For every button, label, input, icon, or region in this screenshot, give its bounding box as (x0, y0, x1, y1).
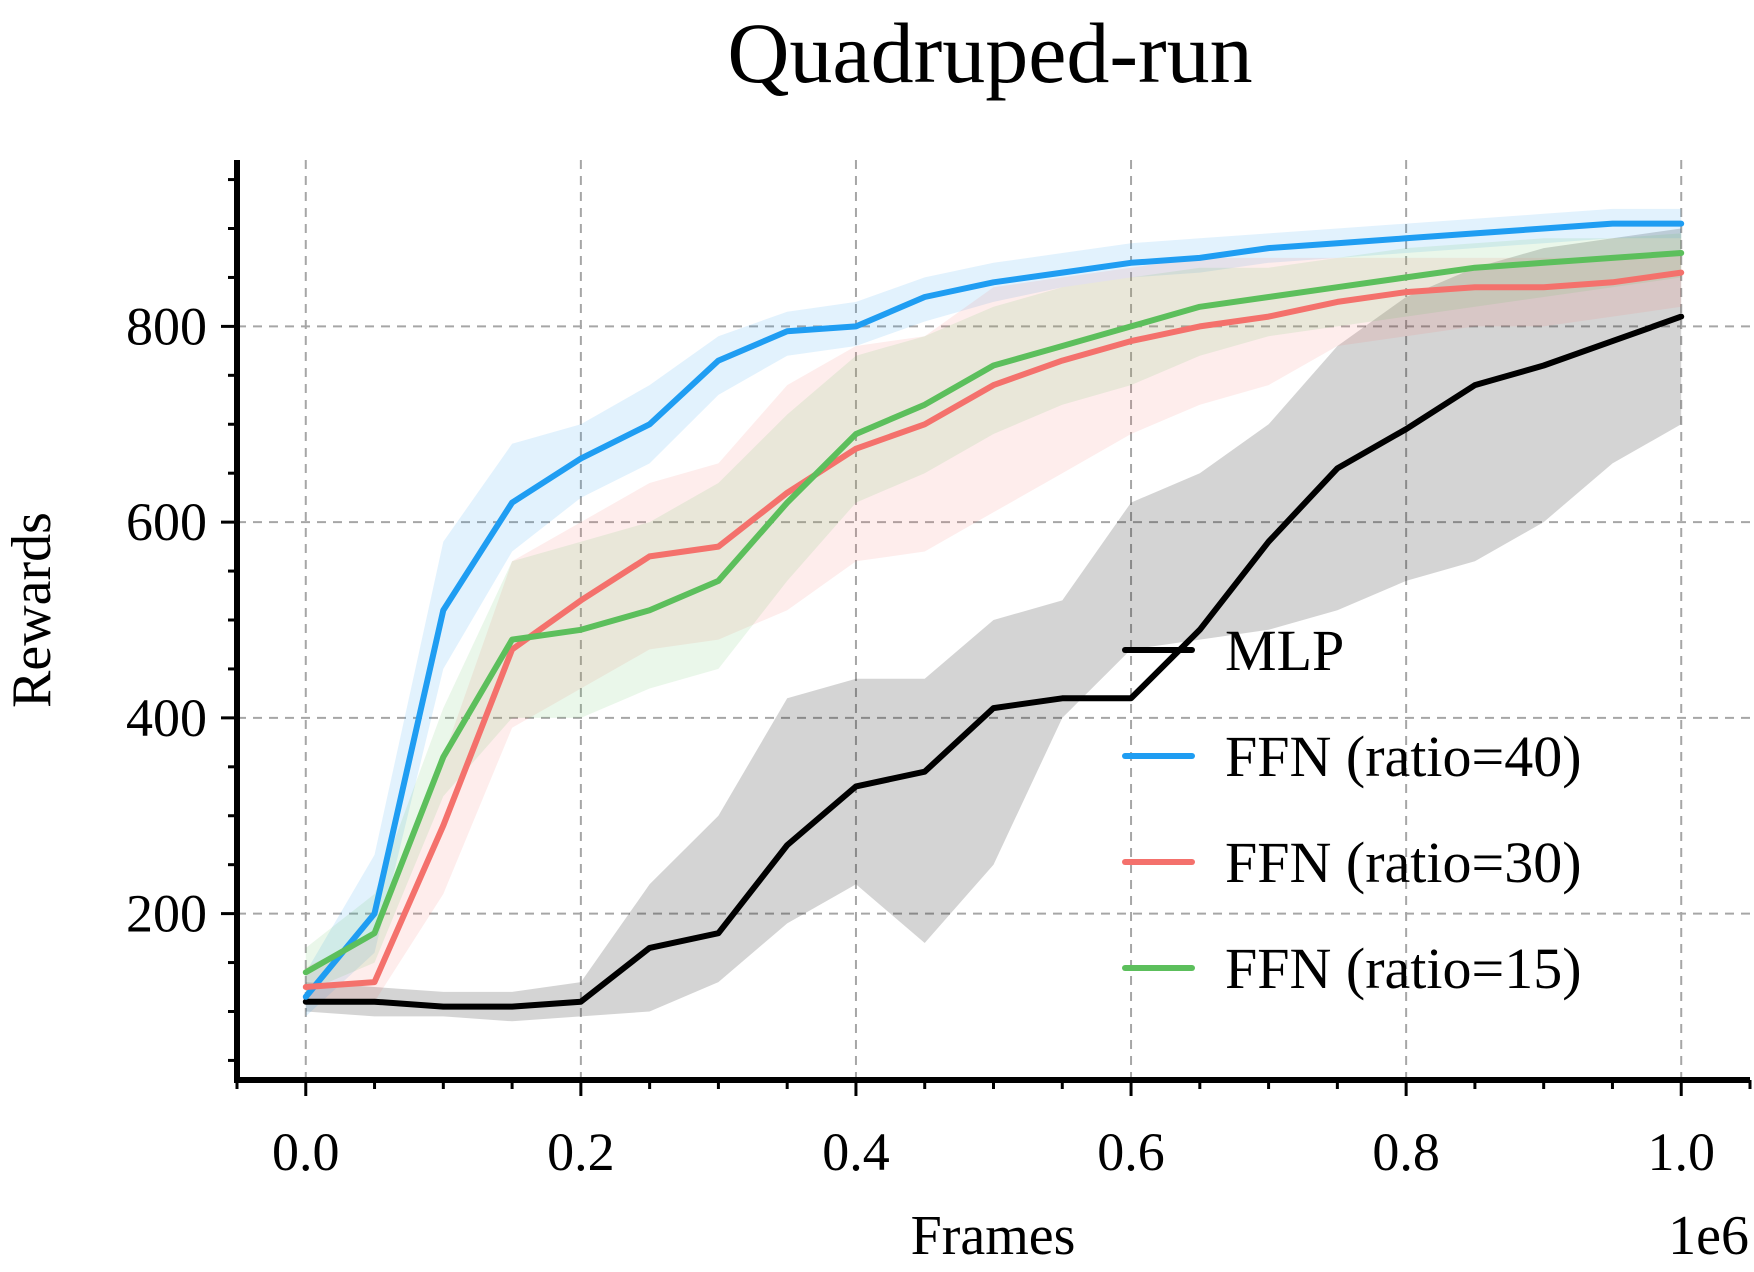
x-tick-label-4: 0.8 (1372, 1122, 1440, 1182)
legend-label-1: FFN (ratio=40) (1225, 724, 1582, 789)
band-series-0 (305, 228, 1682, 1022)
line-series-3 (302, 250, 1685, 976)
x-axis-offset-label: 1e6 (1668, 1205, 1749, 1267)
y-tick-label-0: 200 (126, 884, 207, 944)
y-tick-label-1: 400 (126, 688, 207, 748)
x-axis-label: Frames (911, 1205, 1076, 1267)
series-lines (302, 220, 1685, 1010)
legend: MLP FFN (ratio=40) FFN (ratio=30) FFN (rati… (1122, 618, 1582, 1001)
confidence-bands (305, 208, 1682, 1022)
legend-label-0: MLP (1225, 618, 1344, 683)
band-series-1 (305, 208, 1682, 1017)
x-tick-label-1: 0.2 (547, 1122, 615, 1182)
x-tick-label-2: 0.4 (822, 1122, 890, 1182)
legend-label-3: FFN (ratio=15) (1225, 936, 1582, 1001)
x-tick-label-5: 1.0 (1647, 1122, 1715, 1182)
y-tick-label-3: 800 (126, 296, 207, 356)
x-tick-label-0: 0.0 (272, 1122, 340, 1182)
y-tick-label-2: 600 (126, 492, 207, 552)
legend-label-2: FFN (ratio=30) (1225, 830, 1582, 895)
line-series-2 (302, 269, 1685, 990)
grid (237, 160, 1750, 1080)
chart-title: Quadruped-run (727, 5, 1252, 101)
line-series-0 (302, 313, 1685, 1010)
tick-labels: 0.0 0.2 0.4 0.6 0.8 1.0 200 400 600 800 (126, 296, 1715, 1182)
axes (221, 160, 1752, 1096)
x-tick-label-3: 0.6 (1097, 1122, 1165, 1182)
y-axis-label: Rewards (1, 512, 63, 708)
line-series-1 (302, 220, 1685, 1000)
